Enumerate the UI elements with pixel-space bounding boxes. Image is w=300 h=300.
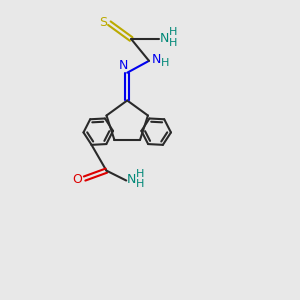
Text: N: N (127, 173, 136, 186)
Text: H: H (136, 179, 145, 190)
Text: H: H (169, 38, 177, 48)
Text: O: O (72, 173, 82, 186)
Text: S: S (99, 16, 107, 29)
Text: H: H (169, 27, 177, 37)
Text: H: H (161, 58, 169, 68)
Text: H: H (136, 169, 145, 178)
Text: N: N (152, 53, 161, 66)
Text: N: N (118, 59, 128, 72)
Text: N: N (160, 32, 169, 44)
